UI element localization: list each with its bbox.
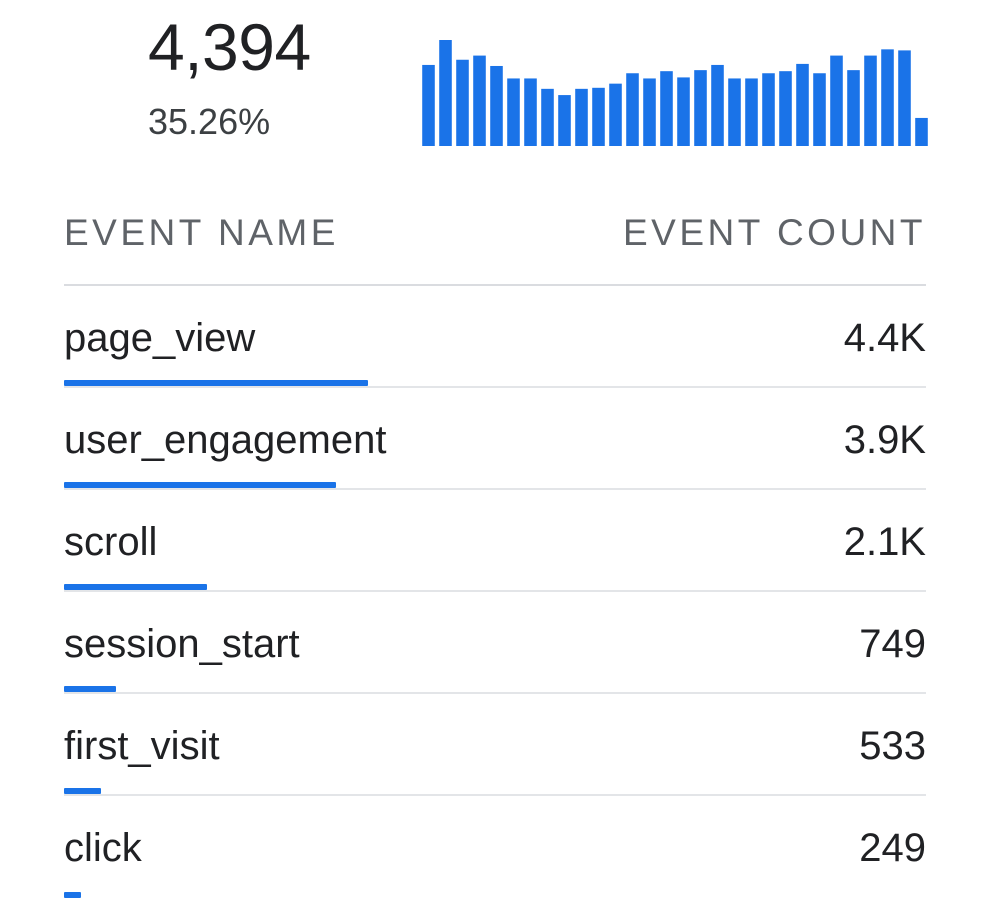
event-share-bar [64, 380, 926, 386]
sparkline-bar [439, 40, 452, 146]
event-share-bar-fill [64, 482, 337, 488]
event-share-bar [64, 482, 926, 488]
sparkline-bar [847, 70, 860, 146]
sparkline-bar [456, 59, 469, 146]
table-row[interactable]: first_visit 533 [64, 694, 926, 796]
event-share-bar-fill [64, 686, 116, 692]
sparkline-bar [711, 64, 724, 146]
sparkline-bar [660, 71, 673, 146]
total-percent-change: 35.26% [148, 101, 271, 142]
sparkline-bar [541, 88, 554, 146]
header-divider [64, 284, 926, 286]
event-count-value: 249 [859, 826, 926, 870]
sparkline-bar [677, 77, 690, 146]
event-count-value: 749 [859, 622, 926, 666]
column-header-event-count[interactable]: EVENT COUNT [622, 212, 926, 253]
event-count-sparkline [422, 40, 928, 146]
sparkline-bar [575, 88, 588, 146]
event-count-value: 533 [859, 724, 926, 768]
sparkline-bar [524, 78, 537, 146]
event-name-link[interactable]: session_start [64, 622, 300, 666]
sparkline-bar [796, 63, 809, 146]
event-share-bar [64, 788, 926, 794]
sparkline-bar [745, 78, 758, 146]
table-row[interactable]: click 249 [64, 796, 926, 898]
table-row[interactable]: scroll 2.1K [64, 490, 926, 592]
event-share-bar-fill [64, 788, 102, 794]
sparkline-bar [881, 49, 894, 146]
sparkline-bar [915, 117, 928, 146]
sparkline-bar [864, 55, 877, 146]
event-share-bar-fill [64, 380, 369, 386]
event-count-value: 2.1K [843, 520, 926, 564]
event-share-bar [64, 892, 926, 898]
table-row[interactable]: page_view 4.4K [64, 286, 926, 388]
event-count-value: 4.4K [843, 316, 926, 360]
sparkline-bar [779, 71, 792, 146]
table-header: EVENT NAME EVENT COUNT [64, 212, 926, 262]
event-share-bar-fill [64, 584, 208, 590]
table-row[interactable]: session_start 749 [64, 592, 926, 694]
sparkline-bar [592, 87, 605, 146]
sparkline-bar [626, 73, 639, 146]
column-header-event-name[interactable]: EVENT NAME [64, 212, 339, 253]
event-name-link[interactable]: click [64, 826, 142, 870]
sparkline-bar [473, 55, 486, 146]
table-row[interactable]: user_engagement 3.9K [64, 388, 926, 490]
sparkline-bar [830, 55, 843, 146]
event-share-bar [64, 686, 926, 692]
event-share-bar [64, 584, 926, 590]
sparkline-bar [507, 78, 520, 146]
total-event-count: 4,394 [148, 10, 311, 84]
event-name-link[interactable]: user_engagement [64, 418, 387, 462]
sparkline-bar [728, 78, 741, 146]
sparkline-bar [558, 95, 571, 146]
event-share-bar-fill [64, 892, 82, 898]
event-name-link[interactable]: first_visit [64, 724, 220, 768]
sparkline-bar [609, 83, 622, 146]
sparkline-bar [490, 65, 503, 146]
event-name-link[interactable]: page_view [64, 316, 256, 360]
sparkline-bar [422, 64, 435, 146]
sparkline-bar [643, 78, 656, 146]
sparkline-bar [813, 73, 826, 146]
event-count-value: 3.9K [843, 418, 926, 462]
event-table-body: page_view 4.4K user_engagement 3.9K scroll 2.… [64, 286, 926, 898]
event-name-link[interactable]: scroll [64, 520, 158, 564]
sparkline-bar [898, 50, 911, 146]
sparkline-bar [694, 70, 707, 146]
sparkline-bar [762, 73, 775, 146]
